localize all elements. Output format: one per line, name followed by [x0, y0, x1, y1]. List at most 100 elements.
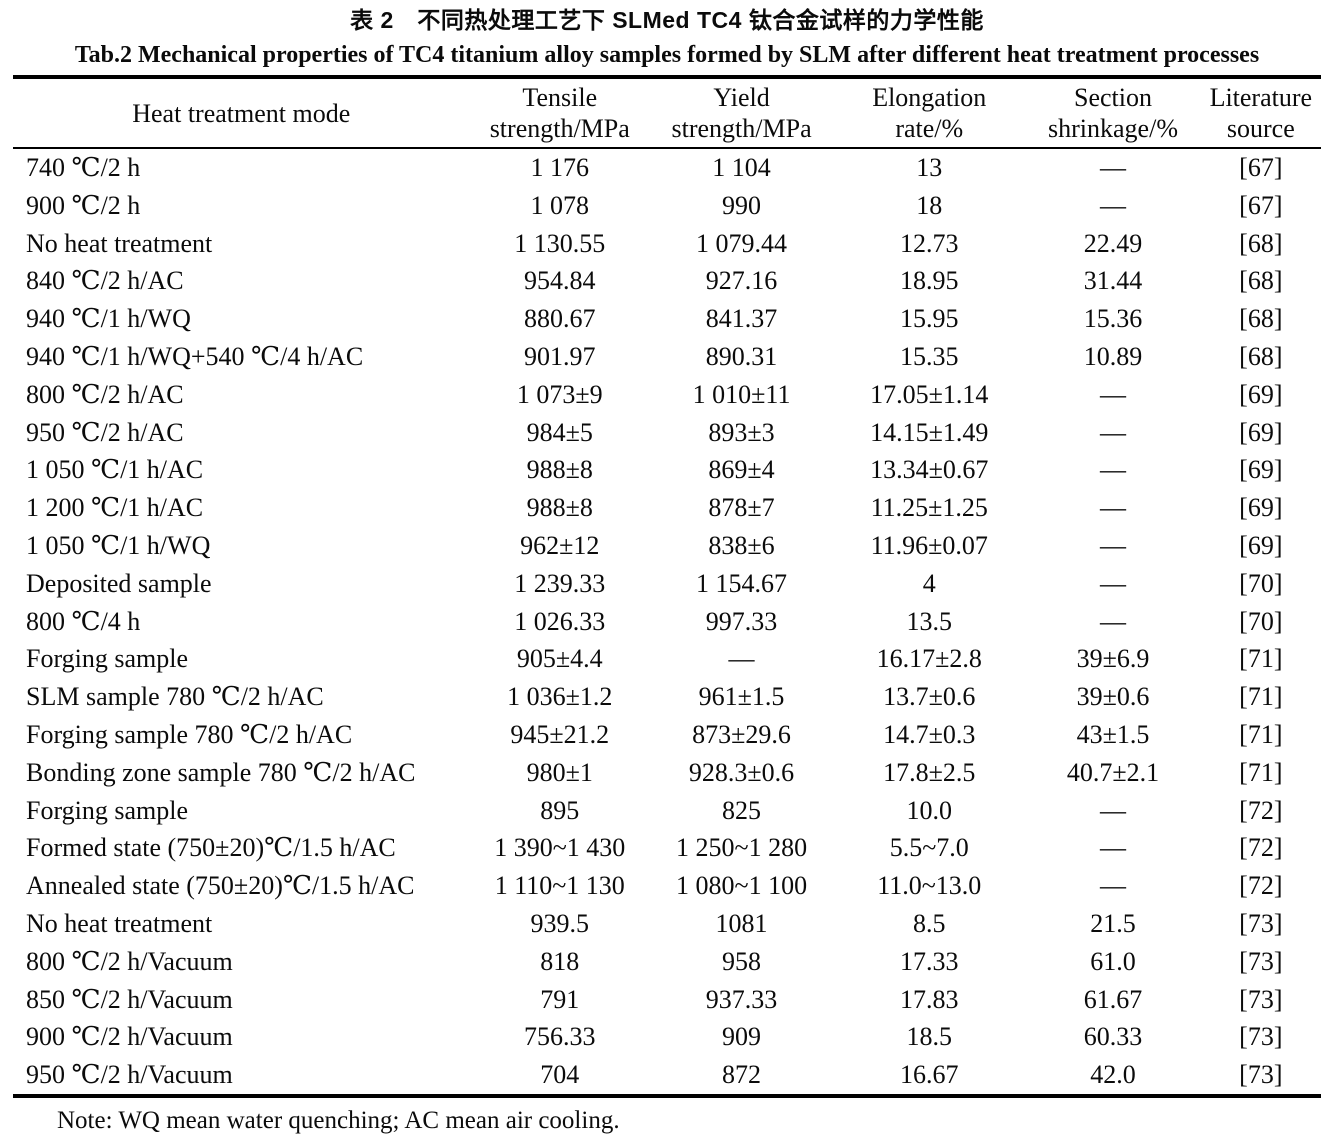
cell-heat-treatment-mode: 940 ℃/1 h/WQ+540 ℃/4 h/AC	[26, 341, 364, 371]
col-header-line2: shrinkage/%	[1048, 114, 1178, 143]
cell-tensile-strength: 954.84	[524, 266, 596, 296]
table-body: 740 ℃/2 h 1 176 1 104 13 — [67] 900 ℃/2 h 1 078…	[13, 148, 1321, 1096]
cell-tensile-strength: 818	[540, 946, 580, 976]
col-header-line1: Section	[1074, 83, 1152, 112]
cell-heat-treatment-mode: Deposited sample	[26, 568, 212, 598]
cell-tensile-strength: 901.97	[524, 341, 596, 371]
cell-yield-strength: 1 154.67	[696, 568, 788, 598]
cell-yield-strength: 909	[722, 1022, 762, 1052]
table-row: 850 ℃/2 h/Vacuum 791 937.33 17.83 61.67 [73]	[13, 981, 1321, 1019]
cell-tensile-strength: 756.33	[524, 1022, 596, 1052]
cell-heat-treatment-mode: No heat treatment	[26, 908, 213, 938]
table-row: Deposited sample 1 239.33 1 154.67 4 — [70]	[13, 565, 1321, 603]
cell-yield-strength: 990	[722, 190, 762, 220]
cell-yield-strength: 873±29.6	[692, 719, 791, 749]
cell-yield-strength: 1 080~1 100	[676, 871, 808, 901]
col-header-literature-source: Literature source	[1200, 77, 1321, 149]
table-row: 840 ℃/2 h/AC 954.84 927.16 18.95 31.44 [68]	[13, 262, 1321, 300]
cell-literature-source: [68]	[1239, 266, 1283, 296]
cell-section-shrinkage: 40.7±2.1	[1066, 757, 1160, 787]
cell-heat-treatment-mode: 1 050 ℃/1 h/AC	[26, 455, 204, 485]
cell-yield-strength: 872	[722, 1060, 762, 1090]
cell-yield-strength: 937.33	[705, 984, 778, 1014]
cell-section-shrinkage: 15.36	[1083, 304, 1143, 334]
table-row: Annealed state (750±20)℃/1.5 h/AC 1 110~1…	[13, 867, 1321, 905]
cell-section-shrinkage: —	[1100, 455, 1126, 485]
cell-section-shrinkage: —	[1100, 417, 1126, 447]
cell-heat-treatment-mode: 800 ℃/4 h	[26, 606, 141, 636]
cell-elongation-rate: 14.15±1.49	[870, 417, 989, 447]
cell-yield-strength: 997.33	[705, 606, 778, 636]
cell-yield-strength: 1 104	[712, 153, 771, 182]
cell-literature-source: [68]	[1239, 341, 1283, 371]
cell-tensile-strength: 980±1	[526, 757, 593, 787]
cell-heat-treatment-mode: 1 050 ℃/1 h/WQ	[26, 530, 211, 560]
cell-literature-source: [70]	[1239, 606, 1283, 636]
cell-section-shrinkage: —	[1100, 606, 1126, 636]
cell-heat-treatment-mode: SLM sample 780 ℃/2 h/AC	[26, 682, 324, 712]
cell-tensile-strength: 984±5	[526, 417, 593, 447]
cell-section-shrinkage: —	[1100, 379, 1126, 409]
cell-heat-treatment-mode: 900 ℃/2 h	[26, 190, 141, 220]
cell-elongation-rate: 17.05±1.14	[870, 379, 989, 409]
cell-tensile-strength: 988±8	[526, 455, 593, 485]
cell-tensile-strength: 1 130.55	[514, 228, 606, 258]
cell-section-shrinkage: —	[1100, 530, 1126, 560]
cell-heat-treatment-mode: 850 ℃/2 h/Vacuum	[26, 984, 233, 1014]
cell-heat-treatment-mode: 800 ℃/2 h/Vacuum	[26, 946, 233, 976]
cell-heat-treatment-mode: 800 ℃/2 h/AC	[26, 379, 184, 409]
table-row: Forging sample 895 825 10.0 — [72]	[13, 792, 1321, 830]
cell-elongation-rate: 18	[916, 190, 943, 220]
table-row: No heat treatment 1 130.55 1 079.44 12.73 22…	[13, 225, 1321, 263]
table-row: 900 ℃/2 h 1 078 990 18 — [67]	[13, 187, 1321, 225]
cell-elongation-rate: 8.5	[912, 908, 946, 938]
col-header-yield-strength: Yield strength/MPa	[650, 77, 834, 149]
cell-literature-source: [73]	[1239, 984, 1283, 1014]
cell-elongation-rate: 15.35	[899, 341, 959, 371]
table-row: 740 ℃/2 h 1 176 1 104 13 — [67]	[13, 148, 1321, 187]
cell-section-shrinkage: —	[1100, 153, 1126, 182]
table-footnote: Note: WQ mean water quenching; AC mean a…	[57, 1106, 620, 1134]
cell-literature-source: [71]	[1239, 682, 1283, 712]
cell-yield-strength: 841.37	[705, 304, 778, 334]
col-header-line2: strength/MPa	[671, 114, 812, 143]
cell-yield-strength: 825	[722, 795, 762, 825]
table-row: 950 ℃/2 h/Vacuum 704 872 16.67 42.0 [73]	[13, 1056, 1321, 1096]
table-row: Forging sample 780 ℃/2 h/AC 945±21.2 873±2…	[13, 716, 1321, 754]
cell-yield-strength: 927.16	[705, 266, 778, 296]
cell-yield-strength: 1081	[715, 908, 768, 938]
table-row: 1 200 ℃/1 h/AC 988±8 878±7 11.25±1.25 — [69]	[13, 489, 1321, 527]
cell-heat-treatment-mode: 740 ℃/2 h	[26, 153, 141, 182]
cell-literature-source: [67]	[1239, 190, 1283, 220]
cell-tensile-strength: 704	[540, 1060, 580, 1090]
cell-literature-source: [71]	[1239, 719, 1283, 749]
cell-elongation-rate: 18.95	[899, 266, 959, 296]
cell-tensile-strength: 880.67	[524, 304, 596, 334]
cell-literature-source: [71]	[1239, 757, 1283, 787]
cell-elongation-rate: 13.5	[906, 606, 952, 636]
cell-literature-source: [72]	[1239, 795, 1283, 825]
col-header-line1: Heat treatment mode	[132, 98, 351, 128]
cell-literature-source: [72]	[1239, 871, 1283, 901]
cell-section-shrinkage: —	[1100, 493, 1126, 523]
col-header-elongation-rate: Elongation rate/%	[833, 77, 1026, 149]
cell-heat-treatment-mode: 950 ℃/2 h/Vacuum	[26, 1060, 233, 1090]
table-row: Bonding zone sample 780 ℃/2 h/AC 980±1 928…	[13, 754, 1321, 792]
cell-elongation-rate: 13.34±0.67	[870, 455, 989, 485]
cell-elongation-rate: 12.73	[899, 228, 959, 258]
cell-section-shrinkage: 43±1.5	[1076, 719, 1150, 749]
table-row: 800 ℃/2 h/AC 1 073±9 1 010±11 17.05±1.14 — [6…	[13, 376, 1321, 414]
table-row: Forging sample 905±4.4 — 16.17±2.8 39±6.9 [71…	[13, 640, 1321, 678]
cell-tensile-strength: 962±12	[520, 530, 600, 560]
cell-elongation-rate: 13	[916, 153, 943, 182]
cell-elongation-rate: 16.17±2.8	[876, 644, 982, 674]
cell-heat-treatment-mode: Forging sample 780 ℃/2 h/AC	[26, 719, 353, 749]
cell-literature-source: [73]	[1239, 946, 1283, 976]
cell-tensile-strength: 1 390~1 430	[494, 833, 626, 863]
cell-yield-strength: 958	[722, 946, 762, 976]
cell-elongation-rate: 17.83	[899, 984, 959, 1014]
cell-tensile-strength: 1 026.33	[514, 606, 606, 636]
cell-literature-source: [69]	[1239, 379, 1283, 409]
table-row: 940 ℃/1 h/WQ+540 ℃/4 h/AC 901.97 890.31 15.…	[13, 338, 1321, 376]
